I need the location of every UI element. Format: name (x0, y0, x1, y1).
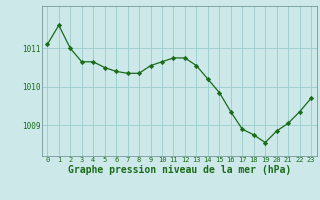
X-axis label: Graphe pression niveau de la mer (hPa): Graphe pression niveau de la mer (hPa) (68, 165, 291, 175)
